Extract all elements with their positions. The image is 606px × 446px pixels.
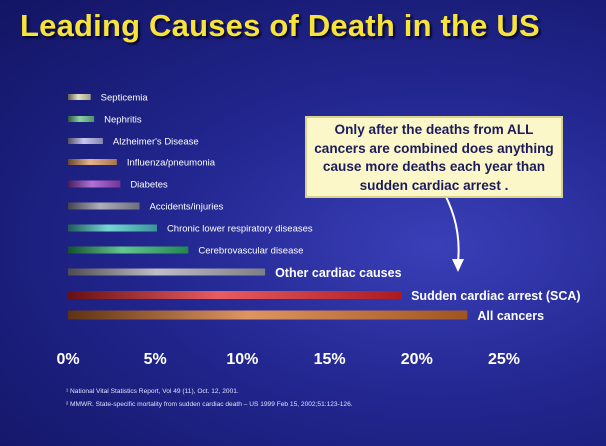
bar-label: Cerebrovascular disease [198, 246, 303, 257]
x-tick-label: 0% [56, 351, 79, 368]
bar-chronic-lower-respiratory-diseases [68, 224, 157, 232]
x-tick-label: 5% [144, 351, 167, 368]
bar-other-cardiac-causes [68, 268, 266, 276]
bar-cerebrovascular-disease [68, 246, 189, 254]
bar-label: All cancers [477, 309, 544, 323]
bar-septicemia [68, 94, 91, 100]
bar-label: Septicemia [101, 93, 149, 104]
x-tick-label: 25% [488, 351, 520, 368]
x-tick-labels: 0% 5% 10% 15% 20% 25% [56, 351, 520, 368]
bar-sudden-cardiac-arrest-sca [68, 291, 402, 299]
bar-label: Influenza/pneumonia [127, 158, 216, 169]
x-tick-label: 10% [226, 351, 258, 368]
x-tick-label: 15% [314, 351, 346, 368]
callout-arrow [439, 185, 464, 272]
bar-label: Other cardiac causes [275, 266, 402, 280]
bar-diabetes [68, 180, 121, 188]
bar-accidents-injuries [68, 202, 140, 210]
bar-labels-group: Septicemia Nephritis Alzheimer's Disease In… [101, 93, 581, 324]
footnote-2: ² MMWR. State-specific mortality from su… [66, 401, 353, 408]
bar-label: Alzheimer's Disease [113, 137, 199, 148]
callout-box: Only after the deaths from ALL cancers a… [305, 116, 563, 198]
bar-nephritis [68, 116, 95, 122]
bar-label: Sudden cardiac arrest (SCA) [411, 289, 581, 303]
footnote-1: ¹ National Vital Statistics Report, Vol … [66, 388, 239, 395]
bar-alzheimer-s-disease [68, 138, 103, 144]
bar-label: Chronic lower respiratory diseases [167, 224, 313, 235]
x-tick-label: 20% [401, 351, 433, 368]
slide-title: Leading Causes of Death in the US [20, 8, 540, 43]
bar-influenza-pneumonia [68, 159, 117, 165]
bar-label: Diabetes [130, 180, 168, 191]
bar-label: Accidents/injuries [150, 202, 224, 213]
bar-all-cancers [68, 310, 468, 320]
bar-label: Nephritis [104, 115, 142, 126]
bars-group [68, 94, 468, 320]
